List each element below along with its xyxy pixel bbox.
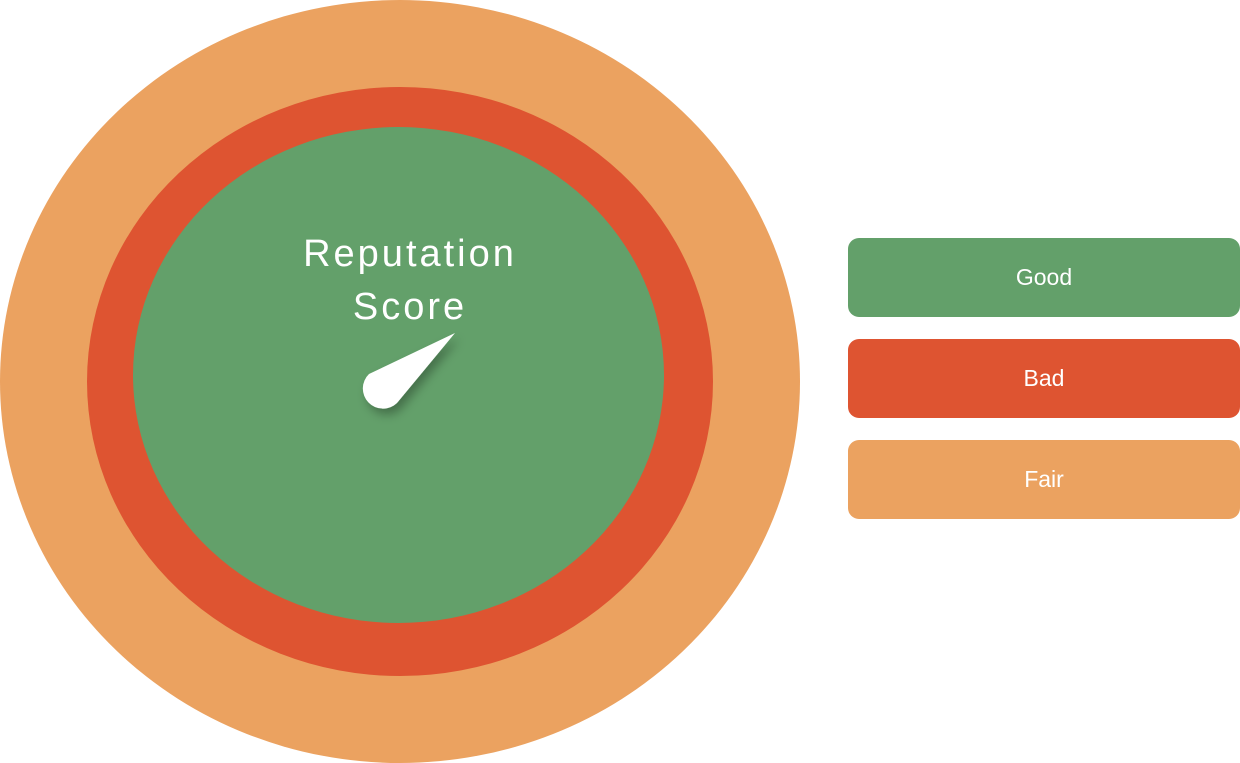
gauge-title: Reputation Score [250,228,570,334]
needle-shape [362,333,455,409]
gauge-title-line2: Score [352,286,468,328]
legend-item-bad: Bad [848,339,1240,418]
legend-label-fair: Fair [1024,466,1064,492]
legend-label-bad: Bad [1023,365,1065,391]
legend-label-good: Good [1015,264,1073,290]
legend-item-good: Good [848,238,1240,317]
legend-item-fair: Fair [848,440,1240,519]
gauge-title-line1: Reputation [303,233,517,275]
